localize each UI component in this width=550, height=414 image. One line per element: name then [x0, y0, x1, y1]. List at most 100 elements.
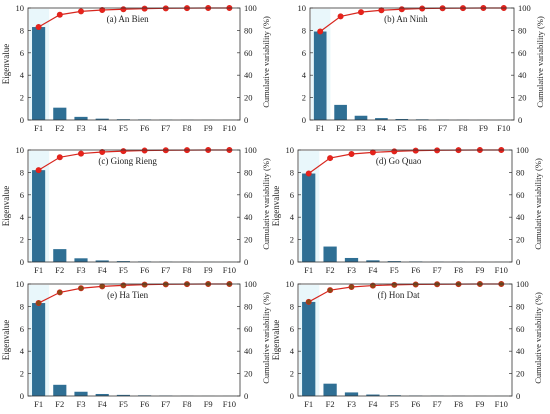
right-tick-label: 80 [244, 25, 253, 35]
right-tick-label: 80 [244, 167, 253, 177]
right-tick-label: 20 [244, 235, 253, 245]
category-label-F8: F8 [454, 265, 463, 275]
cumulative-point-F4 [99, 149, 106, 156]
eigenvalue-bar-F5 [395, 118, 409, 120]
eigenvalue-bar-F3 [74, 258, 88, 262]
category-label-F8: F8 [183, 123, 192, 133]
eigenvalue-bar-F5 [116, 394, 130, 396]
left-axis-title: Eigenvalue [1, 186, 11, 226]
category-label-F6: F6 [140, 265, 149, 275]
category-label-F9: F9 [479, 123, 488, 133]
left-axis-title: Eigenvalue [271, 186, 281, 226]
cumulative-point-F6 [419, 5, 426, 12]
cumulative-point-F5 [120, 148, 127, 155]
left-tick-label: 4 [290, 212, 295, 222]
category-label-F6: F6 [411, 265, 420, 275]
left-tick-label: 2 [302, 93, 306, 103]
cumulative-point-F5 [391, 281, 398, 288]
cumulative-point-F5 [398, 6, 405, 13]
right-tick-label: 0 [518, 115, 522, 125]
cumulative-point-F4 [378, 7, 385, 14]
category-label-F5: F5 [119, 265, 128, 275]
category-label-F1: F1 [304, 265, 313, 275]
cumulative-point-F3 [78, 8, 85, 15]
left-axis-title: Eigenvalue [1, 320, 11, 360]
eigenvalue-bar-F2 [53, 249, 67, 262]
right-axis-title: Cumulative variability (%) [261, 292, 271, 384]
category-label-F9: F9 [475, 399, 484, 409]
eigenvalue-bar-F4 [95, 118, 109, 120]
cumulative-point-F5 [120, 282, 127, 289]
plot-frame [27, 7, 241, 121]
category-label-F1: F1 [34, 399, 43, 409]
cumulative-point-F6 [141, 281, 148, 288]
right-tick-label: 0 [516, 257, 520, 267]
left-tick-label: 10 [286, 279, 295, 289]
right-tick-label: 60 [244, 324, 253, 334]
right-tick-label: 20 [516, 369, 525, 379]
category-label-F6: F6 [411, 399, 420, 409]
right-tick-label: 0 [244, 115, 248, 125]
right-axis-title: Cumulative variability (%) [261, 16, 271, 108]
cumulative-point-F4 [369, 149, 376, 156]
left-tick-label: 10 [16, 145, 25, 155]
panel-title: (f) Hon Dat [378, 290, 420, 300]
eigenvalue-bar-F1 [32, 27, 46, 120]
category-label-F9: F9 [204, 265, 213, 275]
plot-frame [297, 283, 513, 397]
left-tick-label: 2 [290, 369, 294, 379]
left-tick-label: 4 [290, 346, 295, 356]
left-axis-title: Eigenvalue [271, 320, 281, 360]
right-tick-label: 80 [516, 301, 525, 311]
left-axis-title: Eigenvalue [1, 44, 11, 84]
cumulative-point-F3 [78, 150, 85, 157]
left-tick-label: 2 [20, 93, 24, 103]
category-label-F5: F5 [390, 399, 399, 409]
left-tick-label: 6 [302, 48, 306, 58]
left-tick-label: 10 [286, 145, 295, 155]
right-tick-label: 60 [516, 190, 525, 200]
category-label-F9: F9 [475, 265, 484, 275]
right-tick-label: 0 [516, 391, 520, 401]
cumulative-point-F5 [120, 6, 127, 13]
left-tick-label: 8 [290, 301, 294, 311]
plot-frame [297, 149, 513, 263]
right-tick-label: 100 [244, 279, 257, 289]
eigenvalue-bar-F4 [95, 260, 109, 262]
cumulative-point-F2 [327, 287, 334, 294]
eigenvalue-bar-F1 [32, 303, 46, 396]
category-label-F3: F3 [77, 123, 86, 133]
right-tick-label: 40 [518, 70, 527, 80]
category-label-F10: F10 [495, 399, 508, 409]
category-label-F5: F5 [397, 123, 406, 133]
category-label-F1: F1 [304, 399, 313, 409]
eigenvalue-bar-F4 [95, 393, 109, 396]
eigenvalue-bar-F1 [302, 301, 316, 396]
category-label-F8: F8 [183, 399, 192, 409]
eigenvalue-bar-F5 [387, 261, 401, 262]
right-tick-label: 80 [516, 167, 525, 177]
category-label-F7: F7 [161, 399, 170, 409]
cumulative-point-F6 [141, 147, 148, 154]
eigenvalue-bar-F4 [375, 118, 388, 120]
cumulative-point-F1 [35, 300, 42, 307]
right-tick-label: 0 [244, 391, 248, 401]
right-axis-title: Cumulative variability (%) [533, 292, 543, 384]
panel-title: (c) Giong Rieng [98, 156, 157, 166]
left-tick-label: 4 [20, 70, 25, 80]
cumulative-point-F2 [56, 289, 63, 296]
cumulative-point-F2 [56, 154, 63, 161]
cumulative-point-F5 [391, 148, 398, 155]
right-tick-label: 80 [518, 25, 527, 35]
eigenvalue-bar-F1 [32, 170, 46, 262]
category-label-F2: F2 [55, 399, 64, 409]
category-label-F7: F7 [161, 265, 170, 275]
plot-frame [27, 283, 241, 397]
right-tick-label: 40 [244, 346, 253, 356]
cumulative-point-F2 [337, 13, 344, 20]
